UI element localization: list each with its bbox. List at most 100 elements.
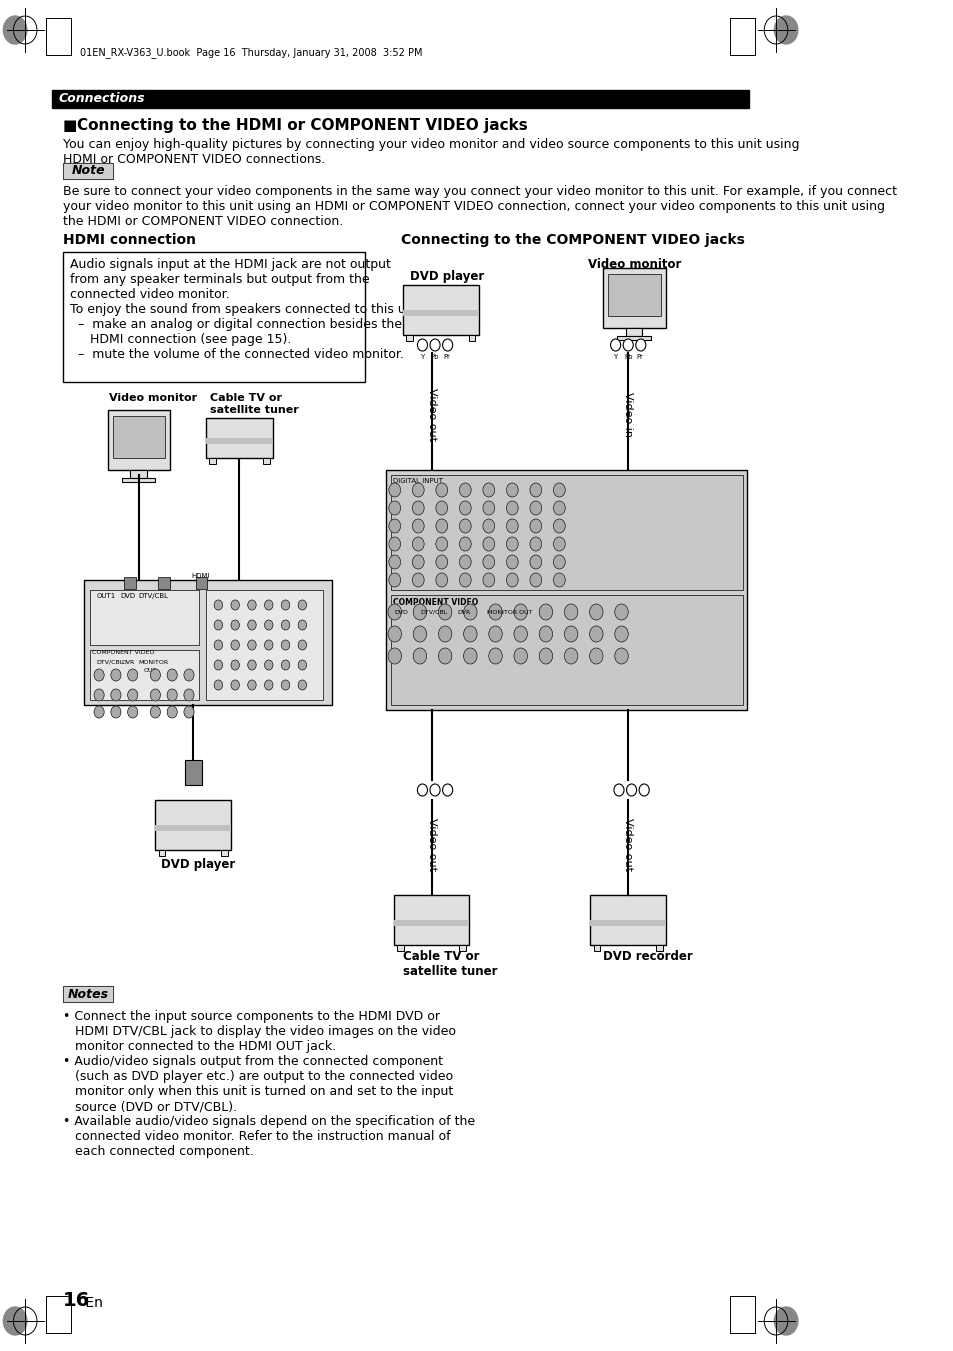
- Text: Pb: Pb: [623, 354, 632, 359]
- Circle shape: [231, 640, 239, 650]
- Circle shape: [389, 519, 400, 534]
- Text: DVD recorder: DVD recorder: [602, 950, 692, 963]
- Circle shape: [167, 689, 177, 701]
- Circle shape: [463, 604, 476, 620]
- Bar: [63, 163, 113, 178]
- Bar: [63, 986, 113, 1002]
- Circle shape: [412, 555, 424, 569]
- Circle shape: [248, 640, 256, 650]
- Circle shape: [298, 680, 306, 690]
- Text: DVR: DVR: [457, 611, 471, 615]
- Circle shape: [417, 339, 427, 351]
- Text: Audio signals input at the HDMI jack are not output
from any speaker terminals b: Audio signals input at the HDMI jack are…: [70, 258, 425, 361]
- Text: Y: Y: [613, 354, 617, 359]
- Circle shape: [514, 648, 527, 663]
- Bar: [468, 335, 475, 340]
- Bar: [390, 594, 742, 705]
- Circle shape: [589, 626, 602, 642]
- Text: Video out: Video out: [426, 389, 436, 442]
- Text: DVD: DVD: [120, 593, 135, 598]
- Circle shape: [412, 484, 424, 497]
- Circle shape: [482, 501, 495, 515]
- Circle shape: [94, 669, 104, 681]
- Circle shape: [553, 536, 564, 551]
- Circle shape: [463, 626, 476, 642]
- Circle shape: [436, 536, 447, 551]
- Text: Be sure to connect your video components in the same way you connect your video : Be sure to connect your video components…: [63, 185, 896, 228]
- Circle shape: [459, 573, 471, 586]
- Circle shape: [514, 626, 527, 642]
- Text: Pr: Pr: [636, 354, 643, 359]
- Circle shape: [231, 600, 239, 611]
- Text: HDMI: HDMI: [192, 573, 210, 580]
- Circle shape: [213, 680, 222, 690]
- Bar: [593, 944, 599, 951]
- Circle shape: [248, 661, 256, 670]
- Text: You can enjoy high-quality pictures by connecting your video monitor and video s: You can enjoy high-quality pictures by c…: [63, 138, 799, 166]
- Bar: [124, 577, 136, 589]
- Circle shape: [231, 661, 239, 670]
- Bar: [52, 91, 748, 108]
- Circle shape: [128, 689, 137, 701]
- Circle shape: [506, 536, 517, 551]
- Bar: [90, 650, 199, 700]
- Circle shape: [482, 519, 495, 534]
- Circle shape: [553, 573, 564, 586]
- Circle shape: [614, 648, 628, 663]
- Circle shape: [281, 640, 290, 650]
- Text: Connecting to the HDMI or COMPONENT VIDEO jacks: Connecting to the HDMI or COMPONENT VIDE…: [77, 118, 527, 132]
- Circle shape: [463, 648, 476, 663]
- Text: Video in: Video in: [622, 393, 633, 438]
- Bar: [122, 478, 155, 482]
- Bar: [403, 309, 478, 316]
- Circle shape: [389, 536, 400, 551]
- Bar: [607, 274, 660, 316]
- Circle shape: [213, 600, 222, 611]
- Bar: [459, 944, 466, 951]
- Text: 16: 16: [63, 1292, 91, 1310]
- Circle shape: [553, 519, 564, 534]
- Circle shape: [281, 680, 290, 690]
- Text: Video monitor: Video monitor: [587, 258, 680, 272]
- Text: Note: Note: [71, 165, 105, 177]
- Circle shape: [438, 648, 452, 663]
- Bar: [394, 894, 469, 944]
- Text: DTV/CBL: DTV/CBL: [419, 611, 447, 615]
- Circle shape: [610, 339, 620, 351]
- Bar: [195, 577, 207, 589]
- Circle shape: [530, 555, 541, 569]
- Circle shape: [614, 604, 628, 620]
- Circle shape: [281, 600, 290, 611]
- Circle shape: [389, 484, 400, 497]
- Circle shape: [94, 707, 104, 717]
- Text: Connecting to the COMPONENT VIDEO jacks: Connecting to the COMPONENT VIDEO jacks: [401, 232, 744, 247]
- Circle shape: [388, 604, 401, 620]
- Circle shape: [538, 604, 552, 620]
- Circle shape: [482, 536, 495, 551]
- Bar: [155, 800, 231, 850]
- Bar: [84, 580, 332, 705]
- Circle shape: [231, 620, 239, 630]
- Text: Y: Y: [419, 354, 424, 359]
- Bar: [185, 761, 201, 785]
- Circle shape: [151, 689, 160, 701]
- Bar: [263, 458, 270, 463]
- Text: Connections: Connections: [59, 92, 145, 105]
- Bar: [394, 920, 469, 925]
- Circle shape: [298, 600, 306, 611]
- Text: MONITOR: MONITOR: [138, 661, 169, 665]
- Text: DVD player: DVD player: [161, 858, 235, 871]
- Circle shape: [248, 600, 256, 611]
- Circle shape: [589, 648, 602, 663]
- Text: • Connect the input source components to the HDMI DVD or
   HDMI DTV/CBL jack to: • Connect the input source components to…: [63, 1011, 475, 1158]
- Circle shape: [248, 620, 256, 630]
- Bar: [112, 416, 165, 458]
- Bar: [158, 850, 165, 857]
- Circle shape: [413, 604, 426, 620]
- Circle shape: [430, 339, 439, 351]
- Bar: [206, 438, 273, 444]
- Text: COMPONENT VIDEO: COMPONENT VIDEO: [393, 598, 477, 607]
- Text: Pr: Pr: [443, 354, 450, 359]
- Bar: [590, 920, 665, 925]
- Text: ■: ■: [63, 118, 77, 132]
